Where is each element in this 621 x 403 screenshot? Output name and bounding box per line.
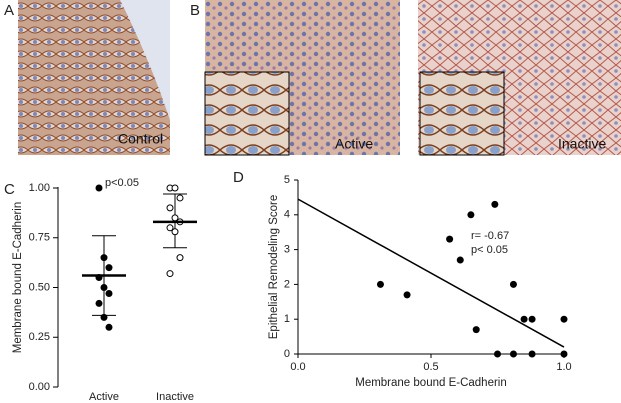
annotation: r= -0.67 [471,230,509,242]
data-point [509,280,517,288]
data-point [403,291,411,299]
data-point [100,254,108,262]
y-tick-label: 5 [284,174,290,186]
image-label: Inactive [558,136,606,152]
data-point [376,280,384,288]
y-axis-label: Epithelial Remodeling Score [268,195,280,339]
x-tick-label: 1.0 [556,361,571,373]
y-tick-label: 0.75 [29,232,50,244]
data-point [528,350,536,358]
annotation: p< 0.05 [471,244,508,256]
data-point [560,315,568,323]
panel-letter: B [190,2,200,19]
panel-letter: A [4,2,14,19]
data-point [166,204,174,212]
data-point [171,184,179,192]
y-axis-label: Membrane bound E-Cadherin [12,202,24,354]
panel-letter: C [4,181,15,198]
data-point [105,264,113,272]
fit-line [297,198,565,348]
x-tick-label: Active [89,391,119,403]
data-point [100,284,108,291]
y-tick-label: 3 [284,244,290,256]
y-tick-label: 1 [284,313,290,325]
data-point [446,235,454,243]
data-point [105,323,113,331]
y-tick-label: 4 [284,209,290,221]
data-point [171,228,179,236]
y-tick-label: 0.00 [29,381,50,393]
panel-a-image [18,0,170,155]
x-tick-label: Inactive [156,391,194,403]
x-tick-label: 0.5 [423,361,438,373]
panel-letter: D [233,169,244,186]
y-tick-label: 0.25 [29,331,50,343]
x-axis-label: Membrane bound E-Cadherin [355,377,507,389]
data-point [95,299,103,307]
data-point [520,315,528,323]
x-tick-label: 0.0 [290,361,305,373]
data-point [456,256,464,264]
data-point [105,289,113,297]
panel-b-inactive-image [418,0,621,156]
y-tick-label: 0.50 [29,281,50,293]
y-tick-label: 0 [284,348,290,360]
data-point [528,315,536,323]
data-point [472,326,480,334]
data-point [176,194,184,202]
data-point [467,211,475,219]
data-point [494,350,501,358]
data-point [176,254,184,262]
data-point [100,313,108,321]
image-label: Control [118,131,163,147]
image-label: Active [335,136,373,152]
data-point [166,224,174,232]
y-tick-label: 1.00 [29,182,50,194]
data-point [491,200,499,208]
data-point [560,350,568,358]
y-tick-label: 2 [284,278,290,290]
annotation: p<0.05 [105,177,139,189]
data-point [509,350,517,358]
data-point [166,270,174,278]
panel-b-active-image [204,0,400,156]
data-point [95,184,103,192]
